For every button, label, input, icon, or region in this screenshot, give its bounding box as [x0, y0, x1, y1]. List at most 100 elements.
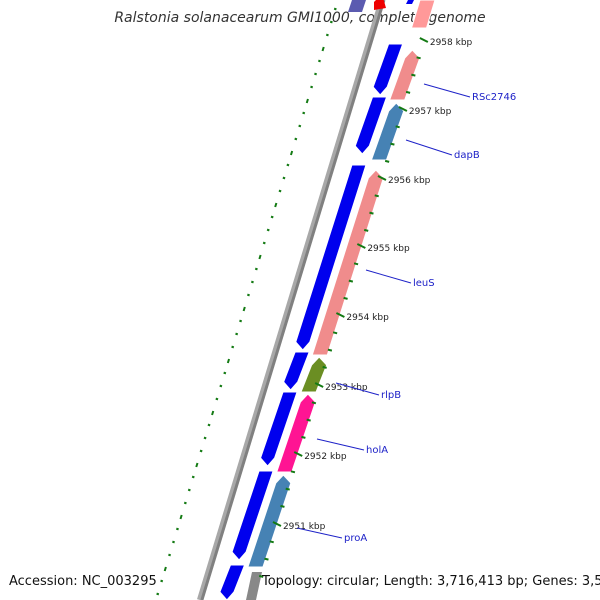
gc-dot [160, 579, 164, 583]
tick-minor [280, 504, 285, 508]
forward-cds [295, 164, 367, 351]
tick-minor [290, 470, 296, 474]
gene-leader-line [296, 527, 343, 539]
reverse-cds-leus [311, 169, 384, 356]
gc-dot [219, 384, 223, 388]
tick-minor [269, 540, 274, 544]
gc-dot [215, 397, 219, 401]
gene-label-track: RSc2746 dapB leuS rlpB holA proA [296, 83, 516, 544]
gc-dot [207, 423, 211, 427]
forward-cds-fragment [348, 0, 366, 12]
gc-dot [172, 540, 175, 544]
gc-dot [235, 332, 239, 336]
gc-dot [318, 59, 321, 63]
tick-mark [272, 521, 282, 527]
gc-dot [211, 410, 215, 416]
gc-dot [250, 280, 254, 284]
gc-dot [305, 98, 309, 104]
gc-dot [294, 137, 298, 141]
forward-cds [219, 564, 246, 600]
gc-dot [226, 358, 231, 364]
gc-dot [329, 20, 333, 24]
tick-minor [348, 279, 354, 283]
gc-dot [290, 150, 294, 156]
tick-minor [363, 228, 369, 232]
gc-dot [168, 553, 172, 557]
gc-dot [187, 488, 191, 492]
accession-label: Accession: NC_003295 [9, 574, 157, 589]
tick-minor [353, 262, 359, 266]
tick-minor [285, 487, 290, 491]
forward-cds [283, 351, 310, 391]
reverse-cds [410, 0, 436, 29]
tick-minor [306, 418, 311, 422]
gc-dot [310, 85, 314, 89]
tick-minor [258, 574, 264, 578]
gc-dot [325, 33, 329, 37]
tick-mark [293, 451, 303, 457]
gene-leader-line [335, 382, 380, 396]
forward-cds [354, 96, 388, 155]
tick-minor [322, 365, 327, 369]
tick-minor [416, 56, 421, 60]
tick-minor [384, 159, 390, 163]
tick-minor [411, 73, 416, 77]
feature-fragment [246, 572, 262, 600]
gene-leader-line [316, 438, 365, 451]
gc-dot [195, 462, 199, 468]
forward-cds [231, 470, 274, 561]
gc-dot [242, 306, 246, 312]
gc-dot [270, 215, 274, 219]
gene-leader-line [405, 139, 453, 156]
forward-cds [372, 43, 404, 96]
tick-label: 2954 kbp [346, 313, 389, 323]
reverse-cds-fragment [374, 0, 386, 10]
tick-label: 2955 kbp [367, 244, 410, 254]
gene-label: proA [344, 533, 367, 544]
gene-leader-line [365, 269, 412, 284]
gc-dot [247, 293, 250, 297]
gc-dot [254, 267, 258, 271]
reverse-cds-hola [276, 393, 316, 473]
tick-minor [301, 435, 306, 439]
gc-skew-track [156, 7, 337, 596]
gc-dot [258, 254, 262, 260]
tick-mark [419, 37, 429, 43]
gene-label: holA [366, 445, 388, 456]
gc-dot [199, 449, 203, 453]
tick-minor [311, 401, 317, 405]
gc-dot [278, 189, 282, 193]
tick-label: 2956 kbp [388, 176, 431, 186]
gc-dot [156, 592, 160, 596]
gc-dot [302, 111, 306, 115]
backbone-track [197, 0, 386, 600]
gc-dot [239, 319, 243, 323]
tick-minor [264, 557, 269, 561]
gc-dot [274, 202, 278, 208]
gc-dot [191, 475, 195, 479]
tick-minor [395, 125, 400, 129]
gc-dot [298, 124, 302, 128]
tick-mark [398, 106, 408, 112]
map-title: Ralstonia solanacearum GMI1000, complete… [114, 10, 486, 26]
gc-dot [314, 72, 317, 76]
gene-label: rlpB [381, 390, 401, 401]
gene-label: leuS [413, 278, 435, 289]
reverse-cds-rsc2746 [388, 49, 421, 101]
genome-summary: Topology: circular; Length: 3,716,413 bp… [262, 574, 600, 589]
tick-mark [356, 243, 366, 249]
tick-minor [343, 296, 348, 300]
gene-label: RSc2746 [472, 92, 516, 103]
tick-minor [369, 211, 374, 215]
tick-label: 2958 kbp [430, 38, 473, 48]
backbone-line-core [200, 0, 386, 600]
tick-minor [374, 194, 379, 198]
tick-minor [332, 331, 338, 335]
reverse-cds-rlpb [300, 356, 328, 393]
gc-dot [179, 514, 183, 520]
gc-dot [333, 7, 337, 11]
tick-label: 2953 kbp [325, 383, 368, 393]
backbone-line [197, 0, 385, 600]
gc-dot [203, 436, 207, 440]
